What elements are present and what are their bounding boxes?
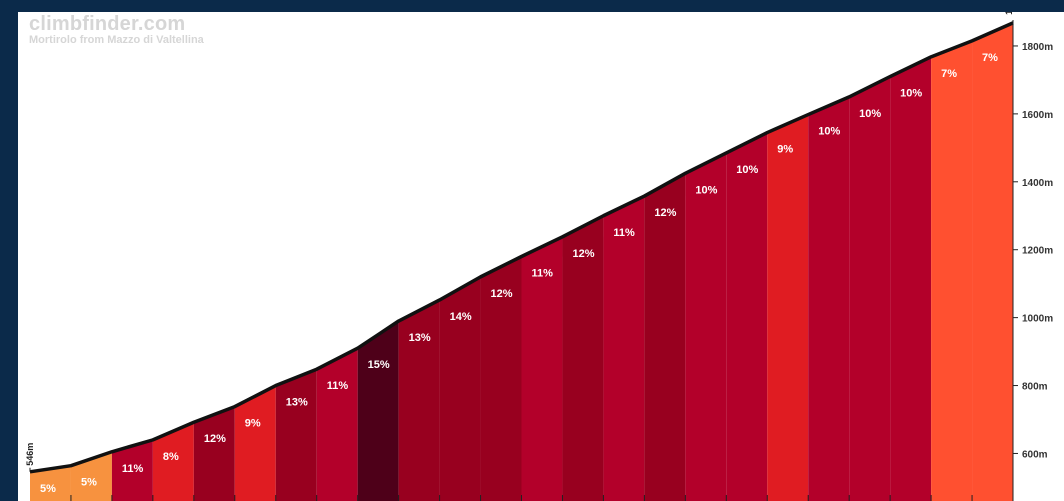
segment-label-group: 5% 5% 11% 8% 12% 9% 13% 11% 15% 13% 14% 12% 11% 12% 11… bbox=[40, 52, 998, 495]
grade-label: 10% bbox=[818, 126, 840, 138]
grade-segment bbox=[193, 406, 235, 501]
chart-subtitle: Mortirolo from Mazzo di Valtellina bbox=[29, 34, 204, 46]
y-tick-label: 1600m bbox=[1022, 110, 1053, 121]
profile-line-group bbox=[29, 21, 1014, 474]
grade-segment bbox=[152, 422, 194, 501]
x-tick-group bbox=[70, 495, 1014, 501]
grade-segment bbox=[30, 465, 71, 501]
grade-label: 7% bbox=[982, 52, 998, 64]
grade-label: 12% bbox=[491, 288, 513, 300]
grade-label: 12% bbox=[204, 433, 226, 445]
y-tick-label: 800m bbox=[1022, 382, 1048, 393]
grade-label: 13% bbox=[286, 397, 308, 409]
profile-line bbox=[29, 21, 1014, 474]
grade-label: 12% bbox=[654, 207, 676, 219]
grade-label: 11% bbox=[122, 463, 144, 475]
grade-label: 15% bbox=[368, 359, 390, 371]
grade-segment bbox=[808, 96, 850, 501]
grade-segment bbox=[439, 276, 481, 501]
y-tick-label: 1200m bbox=[1022, 246, 1053, 257]
grade-label: 11% bbox=[532, 268, 554, 280]
grade-segment bbox=[603, 196, 645, 501]
grade-label: 10% bbox=[859, 108, 881, 120]
grade-label: 11% bbox=[327, 380, 349, 392]
grade-segment bbox=[685, 152, 727, 501]
elevation-profile-chart: 5% 5% 11% 8% 12% 9% 13% 11% 15% 13% 14% 12% 11% 12% 11… bbox=[25, 12, 1053, 501]
y-axis-group: 600m 800m 1000m 1200m 1400m 1600m 1800m bbox=[1012, 20, 1053, 501]
grade-segment bbox=[726, 132, 768, 501]
grade-segment bbox=[931, 40, 973, 501]
grade-segment bbox=[357, 321, 399, 501]
grade-label: 11% bbox=[613, 227, 635, 239]
grade-segment bbox=[890, 56, 932, 501]
grade-label: 10% bbox=[695, 184, 717, 196]
grade-label: 10% bbox=[900, 88, 922, 100]
y-tick-label: 1800m bbox=[1022, 42, 1053, 53]
grade-segment bbox=[849, 76, 891, 501]
grade-label: 13% bbox=[409, 332, 431, 344]
grade-segment bbox=[644, 173, 686, 501]
grade-label: 9% bbox=[777, 144, 793, 156]
grade-segment bbox=[972, 22, 1013, 501]
y-tick-label: 1000m bbox=[1022, 314, 1053, 325]
grade-segment bbox=[521, 236, 563, 501]
grade-segment bbox=[316, 348, 358, 501]
grade-label: 9% bbox=[245, 418, 261, 430]
grade-segment bbox=[111, 439, 153, 501]
grade-segment bbox=[234, 385, 276, 501]
chart-frame: climbfinder.com Mortirolo from Mazzo di … bbox=[18, 12, 1064, 501]
grade-segment bbox=[275, 369, 317, 501]
grade-label: 12% bbox=[572, 248, 594, 260]
y-tick-label: 600m bbox=[1022, 449, 1048, 460]
start-elevation-label: 546m bbox=[25, 443, 35, 466]
grade-segment bbox=[70, 451, 112, 501]
grade-segment bbox=[562, 215, 604, 501]
grade-segment bbox=[767, 114, 809, 501]
grade-label: 8% bbox=[163, 451, 179, 463]
edge-label-group: 546m 1868m bbox=[25, 12, 1014, 472]
grade-label: 7% bbox=[941, 68, 957, 80]
end-elevation-label: 1868m bbox=[1004, 12, 1014, 15]
grade-label: 10% bbox=[736, 164, 758, 176]
grade-label: 5% bbox=[81, 477, 97, 489]
grade-segment bbox=[480, 256, 522, 501]
grade-label: 14% bbox=[450, 311, 472, 323]
segment-group bbox=[30, 22, 1013, 501]
y-tick-label: 1400m bbox=[1022, 178, 1053, 189]
brand-watermark: climbfinder.com bbox=[29, 13, 186, 35]
grade-segment bbox=[398, 299, 440, 501]
grade-label: 5% bbox=[40, 483, 56, 495]
